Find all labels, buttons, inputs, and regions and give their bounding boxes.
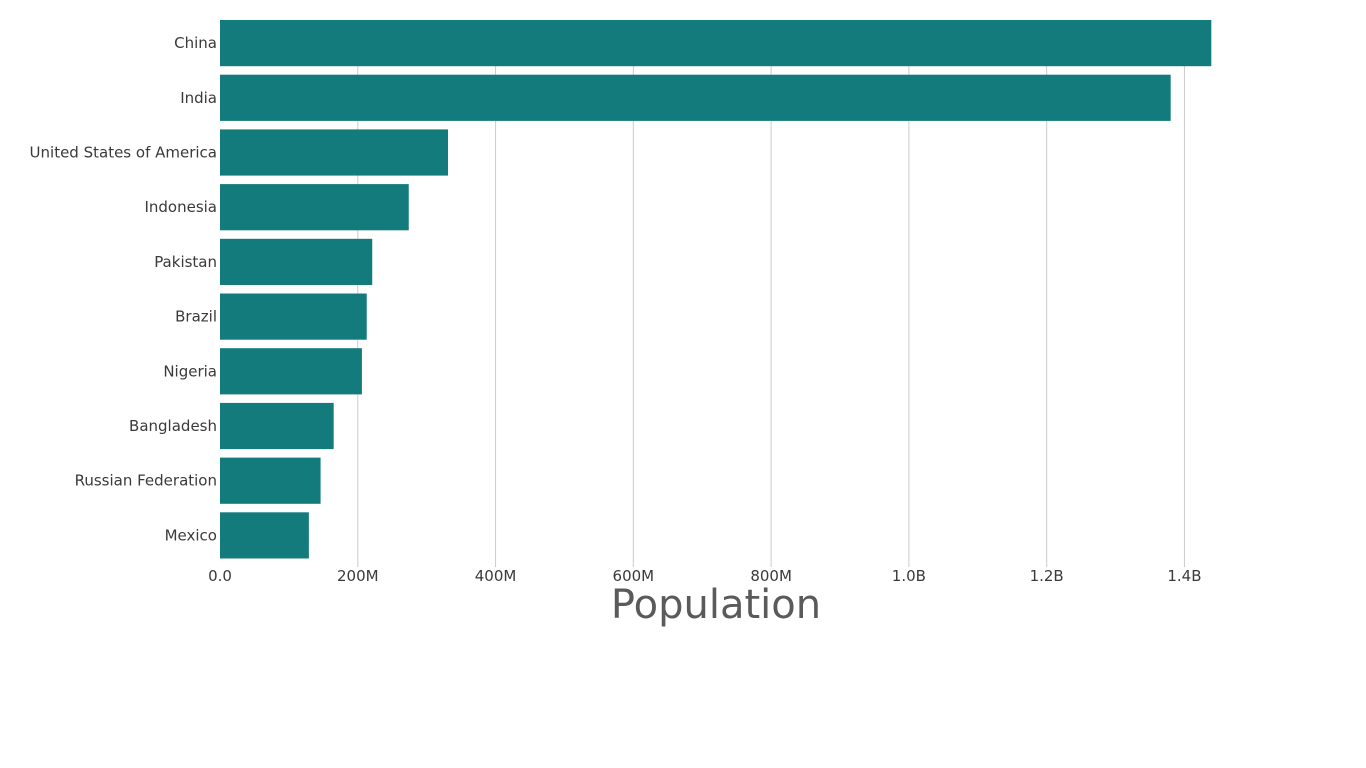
x-tick-label: 1.4B: [1167, 567, 1201, 585]
x-tick-label: 400M: [475, 567, 517, 585]
x-tick-labels: 0.0 200M 400M 600M 800M 1.0B 1.2B 1.4B: [208, 567, 1201, 585]
bar: [220, 238, 373, 285]
bar: [220, 512, 309, 559]
category-label: India: [180, 89, 217, 107]
x-tick-label: 0.0: [208, 567, 232, 585]
category-label: Mexico: [165, 526, 217, 544]
bar: [220, 129, 449, 176]
category-label: Brazil: [175, 308, 217, 326]
category-label: Indonesia: [144, 198, 217, 216]
bar: [220, 184, 409, 231]
category-label: United States of America: [30, 144, 217, 162]
x-axis-title: Population: [611, 582, 821, 628]
bar: [220, 74, 1171, 121]
bars: [220, 20, 1212, 559]
bar: [220, 293, 367, 340]
x-tick-label: 200M: [337, 567, 379, 585]
category-label: Pakistan: [154, 253, 217, 271]
x-tick-label: 800M: [750, 567, 792, 585]
bar: [220, 20, 1212, 67]
category-label: China: [174, 34, 217, 52]
category-label: Nigeria: [163, 362, 217, 380]
category-label: Bangladesh: [129, 417, 217, 435]
category-labels: China India United States of America Indone…: [30, 34, 217, 544]
bar: [220, 457, 321, 504]
category-label: Russian Federation: [75, 472, 217, 490]
x-tick-label: 1.0B: [892, 567, 926, 585]
bar: [220, 348, 362, 395]
bar: [220, 402, 334, 450]
x-tick-label: 1.2B: [1030, 567, 1064, 585]
x-tick-label: 600M: [613, 567, 655, 585]
